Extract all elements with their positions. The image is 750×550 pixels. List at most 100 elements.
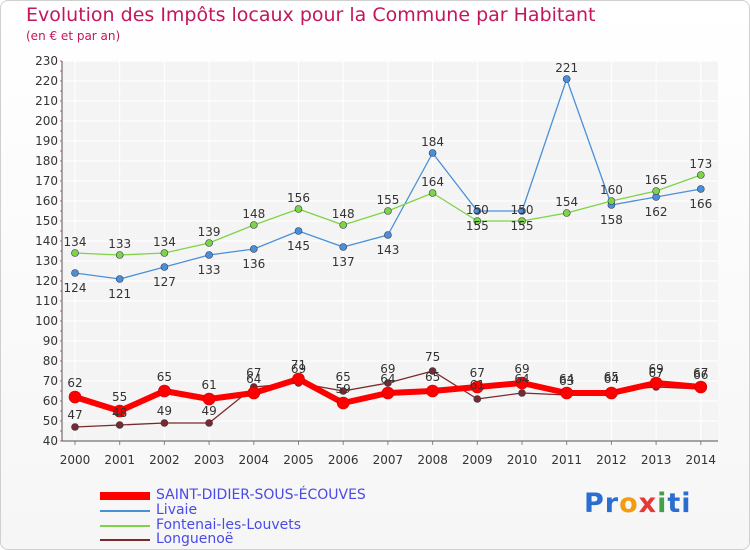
- logo-letter: x: [638, 488, 658, 519]
- data-point: [470, 380, 484, 394]
- x-tick-label: 2000: [60, 453, 91, 467]
- x-tick-label: 2007: [373, 453, 404, 467]
- data-point: [696, 185, 705, 193]
- legend-label: Livaie: [156, 502, 198, 518]
- data-label: 134: [64, 235, 87, 249]
- logo-letter: o: [619, 488, 639, 519]
- data-label: 150: [511, 203, 534, 217]
- data-label: 155: [376, 193, 399, 207]
- data-label: 65: [425, 370, 440, 384]
- data-point: [426, 384, 439, 398]
- data-point: [518, 389, 526, 397]
- y-tick-label: 210: [35, 94, 58, 108]
- data-label: 121: [108, 287, 131, 301]
- x-tick-label: 2006: [328, 453, 359, 467]
- y-tick-label: 180: [35, 154, 58, 168]
- data-label: 64: [246, 372, 261, 386]
- y-tick-label: 100: [35, 314, 58, 328]
- data-point: [71, 423, 79, 431]
- x-tick-label: 2004: [239, 453, 270, 467]
- data-point: [515, 376, 529, 390]
- data-label: 134: [153, 235, 176, 249]
- data-label: 158: [600, 213, 623, 227]
- data-point: [694, 380, 708, 394]
- data-point: [115, 275, 124, 283]
- y-tick-label: 170: [35, 174, 58, 188]
- data-label: 137: [332, 255, 355, 269]
- data-point: [250, 221, 258, 229]
- data-label: 139: [198, 225, 221, 239]
- data-label: 49: [157, 404, 172, 418]
- y-tick-label: 190: [35, 134, 58, 148]
- data-label: 67: [246, 366, 261, 380]
- y-tick-label: 140: [35, 234, 58, 248]
- x-tick-label: 2008: [417, 453, 448, 467]
- data-point: [381, 386, 395, 400]
- y-tick-label: 120: [35, 274, 58, 288]
- data-label: 64: [604, 372, 619, 386]
- data-point: [649, 376, 663, 390]
- data-label: 148: [242, 207, 265, 221]
- data-point: [294, 205, 303, 213]
- series-2: [71, 171, 705, 259]
- y-tick-label: 70: [43, 374, 58, 388]
- data-point: [428, 189, 437, 197]
- data-label: 173: [689, 157, 712, 171]
- x-tick-label: 2003: [194, 453, 225, 467]
- data-point: [115, 251, 124, 259]
- y-tick-label: 150: [35, 214, 58, 228]
- data-label: 156: [287, 191, 310, 205]
- data-label: 49: [201, 404, 216, 418]
- data-point: [205, 419, 213, 427]
- data-label: 61: [470, 378, 485, 392]
- legend-swatch: [100, 492, 150, 500]
- data-point: [247, 386, 261, 400]
- y-tick-label: 130: [35, 254, 58, 268]
- logo-letter: ti: [667, 488, 692, 519]
- x-tick-label: 2013: [641, 453, 672, 467]
- data-point: [473, 217, 482, 225]
- data-point: [384, 379, 392, 387]
- data-point: [473, 395, 482, 403]
- data-label: 61: [201, 378, 216, 392]
- data-label: 133: [108, 237, 131, 251]
- data-point: [115, 421, 124, 429]
- data-label: 59: [336, 382, 351, 396]
- logo-letter: i: [657, 488, 668, 519]
- data-label: 143: [376, 243, 399, 257]
- data-point: [71, 269, 79, 277]
- data-point: [160, 263, 169, 271]
- data-label: 184: [421, 135, 444, 149]
- data-label: 124: [64, 281, 87, 295]
- data-label: 165: [645, 173, 668, 187]
- y-tick-label: 230: [35, 54, 58, 68]
- data-label: 155: [466, 219, 489, 233]
- y-tick-label: 60: [43, 394, 58, 408]
- data-label: 162: [645, 205, 668, 219]
- data-point: [336, 396, 350, 410]
- data-label: 69: [514, 362, 529, 376]
- chart-title: Evolution des Impôts locaux pour la Comm…: [26, 4, 596, 26]
- series-1: [71, 75, 705, 283]
- data-point: [158, 384, 171, 398]
- data-point: [652, 187, 660, 195]
- data-point: [292, 372, 305, 386]
- data-point: [250, 245, 258, 253]
- data-label: 64: [380, 372, 395, 386]
- series-0: [68, 372, 708, 418]
- y-tick-label: 220: [35, 74, 58, 88]
- data-point: [71, 249, 79, 257]
- data-label: 64: [559, 372, 574, 386]
- data-label: 166: [689, 197, 712, 211]
- data-label: 75: [425, 350, 440, 364]
- y-tick-label: 50: [43, 414, 58, 428]
- legend-label: Longuenoë: [156, 531, 234, 547]
- x-tick-label: 2002: [149, 453, 180, 467]
- data-label: 65: [157, 370, 172, 384]
- data-point: [562, 75, 571, 83]
- legend-swatch: [100, 525, 150, 527]
- data-label: 69: [648, 362, 663, 376]
- y-tick-label: 80: [43, 354, 58, 368]
- data-label: 69: [380, 362, 395, 376]
- data-label: 71: [291, 358, 306, 372]
